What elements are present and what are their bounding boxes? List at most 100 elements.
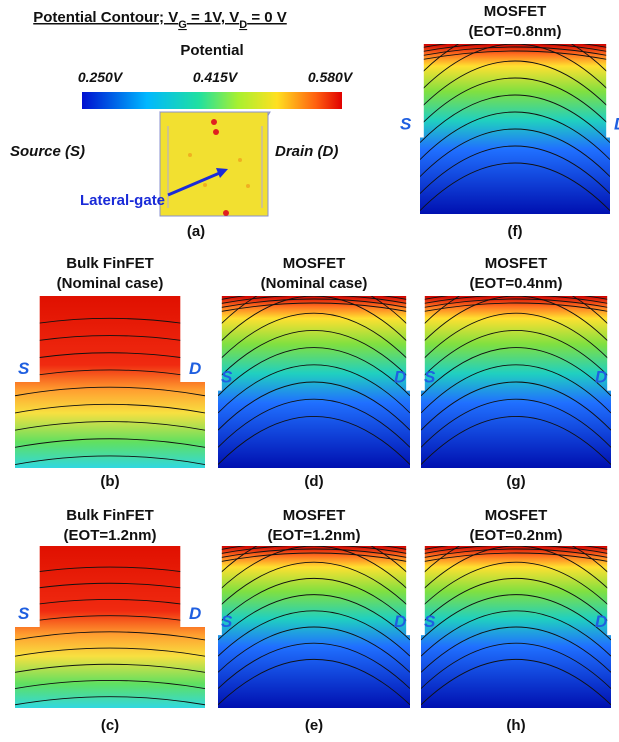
contour-line (218, 546, 410, 576)
device-cube (159, 111, 271, 217)
panel-title: (EOT=0.4nm) (470, 275, 563, 292)
contour-line (420, 128, 610, 177)
contour-panel (420, 44, 610, 214)
contour-line (420, 44, 610, 75)
contour-fill (15, 296, 205, 468)
contour-line (420, 94, 610, 143)
contour-line (218, 577, 410, 625)
contour-line (420, 50, 610, 61)
panel-title: Bulk FinFET (66, 255, 154, 272)
contour-fill (15, 546, 205, 708)
contour-line (420, 44, 610, 92)
contour-panel (421, 296, 611, 468)
title-part: = 0 V (247, 9, 287, 26)
drain-label: Drain (D) (275, 143, 338, 160)
caption: (h) (506, 717, 525, 734)
source-label: S (424, 368, 436, 387)
contour-line (15, 680, 205, 690)
contour-line (218, 546, 410, 592)
panel-title: Bulk FinFET (66, 507, 154, 524)
contour-line (15, 438, 205, 448)
contour-line (218, 561, 410, 608)
contour-line (420, 60, 610, 109)
caption: (b) (100, 473, 119, 490)
contour-line (420, 77, 610, 126)
caption: (a) (187, 223, 205, 240)
contour-line (421, 658, 611, 706)
contour-line (421, 626, 611, 673)
contour-line (218, 347, 410, 397)
source-label: Source (S) (10, 143, 85, 160)
contour-line (218, 298, 410, 309)
contour-line (421, 329, 611, 379)
panel-title: MOSFET (485, 507, 548, 524)
colorbar-label: 0.415V (193, 69, 239, 85)
contour-line (421, 347, 611, 397)
panel-title: (Nominal case) (57, 275, 164, 292)
contour-line (421, 546, 611, 576)
contour-line (421, 415, 611, 465)
contour-line (421, 312, 611, 362)
contour-line (421, 610, 611, 657)
contour-lines (421, 546, 611, 706)
colorbar-label: 0.580V (308, 69, 354, 85)
contour-panel (218, 296, 410, 468)
contour-line (218, 296, 410, 328)
contour-line (218, 626, 410, 673)
contour-line (421, 296, 611, 301)
contour-line (421, 381, 611, 431)
contour-line (218, 552, 410, 563)
panel-title: (EOT=0.2nm) (470, 527, 563, 544)
contour-line (15, 455, 205, 466)
title-part: Potential Contour; V (33, 9, 178, 26)
contour-line (218, 381, 410, 431)
panel-title: MOSFET (283, 255, 346, 272)
contour-line (420, 44, 610, 53)
contour-line (218, 658, 410, 706)
contour-lines (420, 44, 610, 211)
colorbar-title: Potential (180, 42, 243, 59)
contour-line (15, 631, 205, 641)
drain-label: D (189, 359, 201, 378)
drain-label: D (614, 115, 619, 134)
contour-line (421, 577, 611, 625)
contour-lines (218, 296, 410, 465)
source-label: S (400, 115, 412, 134)
figure-title: Potential Contour; VG = 1V, VD = 0 V (33, 9, 287, 31)
contour-line (421, 594, 611, 641)
panel-title: MOSFET (484, 3, 547, 20)
contour-line (15, 421, 205, 431)
drain-label: D (394, 368, 406, 387)
caption: (d) (304, 473, 323, 490)
contour-line (218, 642, 410, 689)
drain-label: D (394, 612, 406, 631)
panel-title: (EOT=1.2nm) (268, 527, 361, 544)
caption: (g) (506, 473, 525, 490)
contour-lines (218, 546, 410, 706)
contour-line (421, 546, 611, 555)
contour-line (421, 296, 611, 345)
contour-line (421, 561, 611, 608)
source-label: S (18, 604, 30, 623)
contour-line (218, 610, 410, 657)
gate-label: Lateral-gate (80, 192, 165, 209)
contour-line (420, 145, 610, 194)
panel-title: MOSFET (485, 255, 548, 272)
contour-line (218, 415, 410, 465)
contour-line (218, 329, 410, 379)
contour-line (218, 312, 410, 362)
panel-title: (EOT=0.8nm) (469, 23, 562, 40)
colorbar (82, 92, 342, 109)
panel-title: (Nominal case) (261, 275, 368, 292)
contour-lines (421, 296, 611, 465)
contour-line (421, 296, 611, 328)
panel-title: MOSFET (283, 507, 346, 524)
contour-line (15, 696, 205, 706)
contour-line (421, 298, 611, 309)
source-label: S (221, 612, 233, 631)
contour-line (218, 296, 410, 301)
contour-line (421, 552, 611, 563)
contour-line (218, 546, 410, 551)
panel-title: (EOT=1.2nm) (64, 527, 157, 544)
